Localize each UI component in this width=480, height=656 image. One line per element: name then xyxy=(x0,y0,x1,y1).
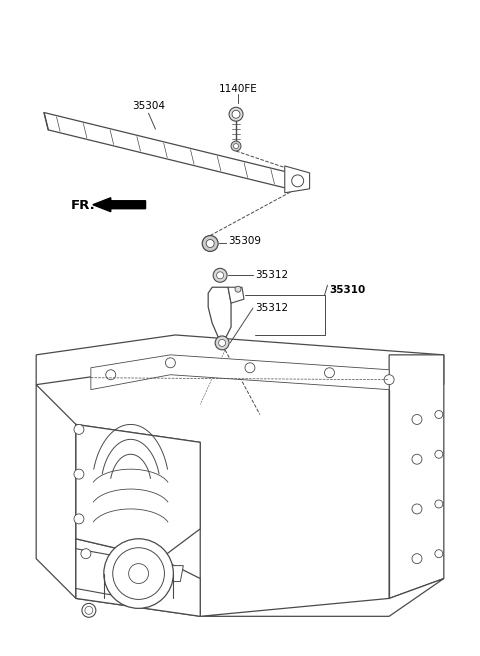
Polygon shape xyxy=(285,166,310,193)
Circle shape xyxy=(229,108,243,121)
Circle shape xyxy=(435,411,443,419)
Circle shape xyxy=(435,450,443,459)
Circle shape xyxy=(412,415,422,424)
Circle shape xyxy=(292,175,304,187)
Circle shape xyxy=(166,358,175,368)
Circle shape xyxy=(74,514,84,524)
Text: 35312: 35312 xyxy=(255,303,288,313)
Text: 35309: 35309 xyxy=(228,236,261,245)
FancyArrow shape xyxy=(93,197,145,212)
Text: 35310: 35310 xyxy=(329,285,366,295)
Circle shape xyxy=(412,454,422,464)
Circle shape xyxy=(234,144,239,148)
Circle shape xyxy=(113,548,165,600)
Polygon shape xyxy=(389,355,444,598)
Circle shape xyxy=(384,375,394,384)
Polygon shape xyxy=(76,424,200,559)
Polygon shape xyxy=(44,113,292,190)
Circle shape xyxy=(74,424,84,434)
Polygon shape xyxy=(36,384,76,598)
Circle shape xyxy=(82,604,96,617)
Circle shape xyxy=(129,564,148,584)
Polygon shape xyxy=(76,548,131,598)
Circle shape xyxy=(104,539,173,608)
Circle shape xyxy=(85,606,93,614)
Text: 1140FE: 1140FE xyxy=(218,85,257,94)
Circle shape xyxy=(206,239,214,247)
Circle shape xyxy=(412,504,422,514)
Circle shape xyxy=(81,548,91,559)
Polygon shape xyxy=(36,335,444,384)
Circle shape xyxy=(202,236,218,251)
Polygon shape xyxy=(76,424,200,617)
Circle shape xyxy=(324,368,335,378)
Circle shape xyxy=(74,469,84,479)
Text: FR.: FR. xyxy=(71,199,96,212)
Polygon shape xyxy=(91,355,389,390)
Circle shape xyxy=(232,110,240,118)
Circle shape xyxy=(218,339,226,346)
Circle shape xyxy=(412,554,422,564)
Circle shape xyxy=(213,268,227,282)
Circle shape xyxy=(106,370,116,380)
Polygon shape xyxy=(94,565,183,581)
Circle shape xyxy=(215,336,229,350)
Text: 35304: 35304 xyxy=(132,101,165,112)
Polygon shape xyxy=(200,579,444,617)
Text: 35312: 35312 xyxy=(255,270,288,280)
Circle shape xyxy=(245,363,255,373)
Circle shape xyxy=(235,286,241,292)
Circle shape xyxy=(435,500,443,508)
Circle shape xyxy=(435,550,443,558)
Polygon shape xyxy=(228,287,244,303)
Polygon shape xyxy=(208,287,231,337)
Circle shape xyxy=(231,141,241,151)
Polygon shape xyxy=(76,539,200,617)
Circle shape xyxy=(216,272,224,279)
